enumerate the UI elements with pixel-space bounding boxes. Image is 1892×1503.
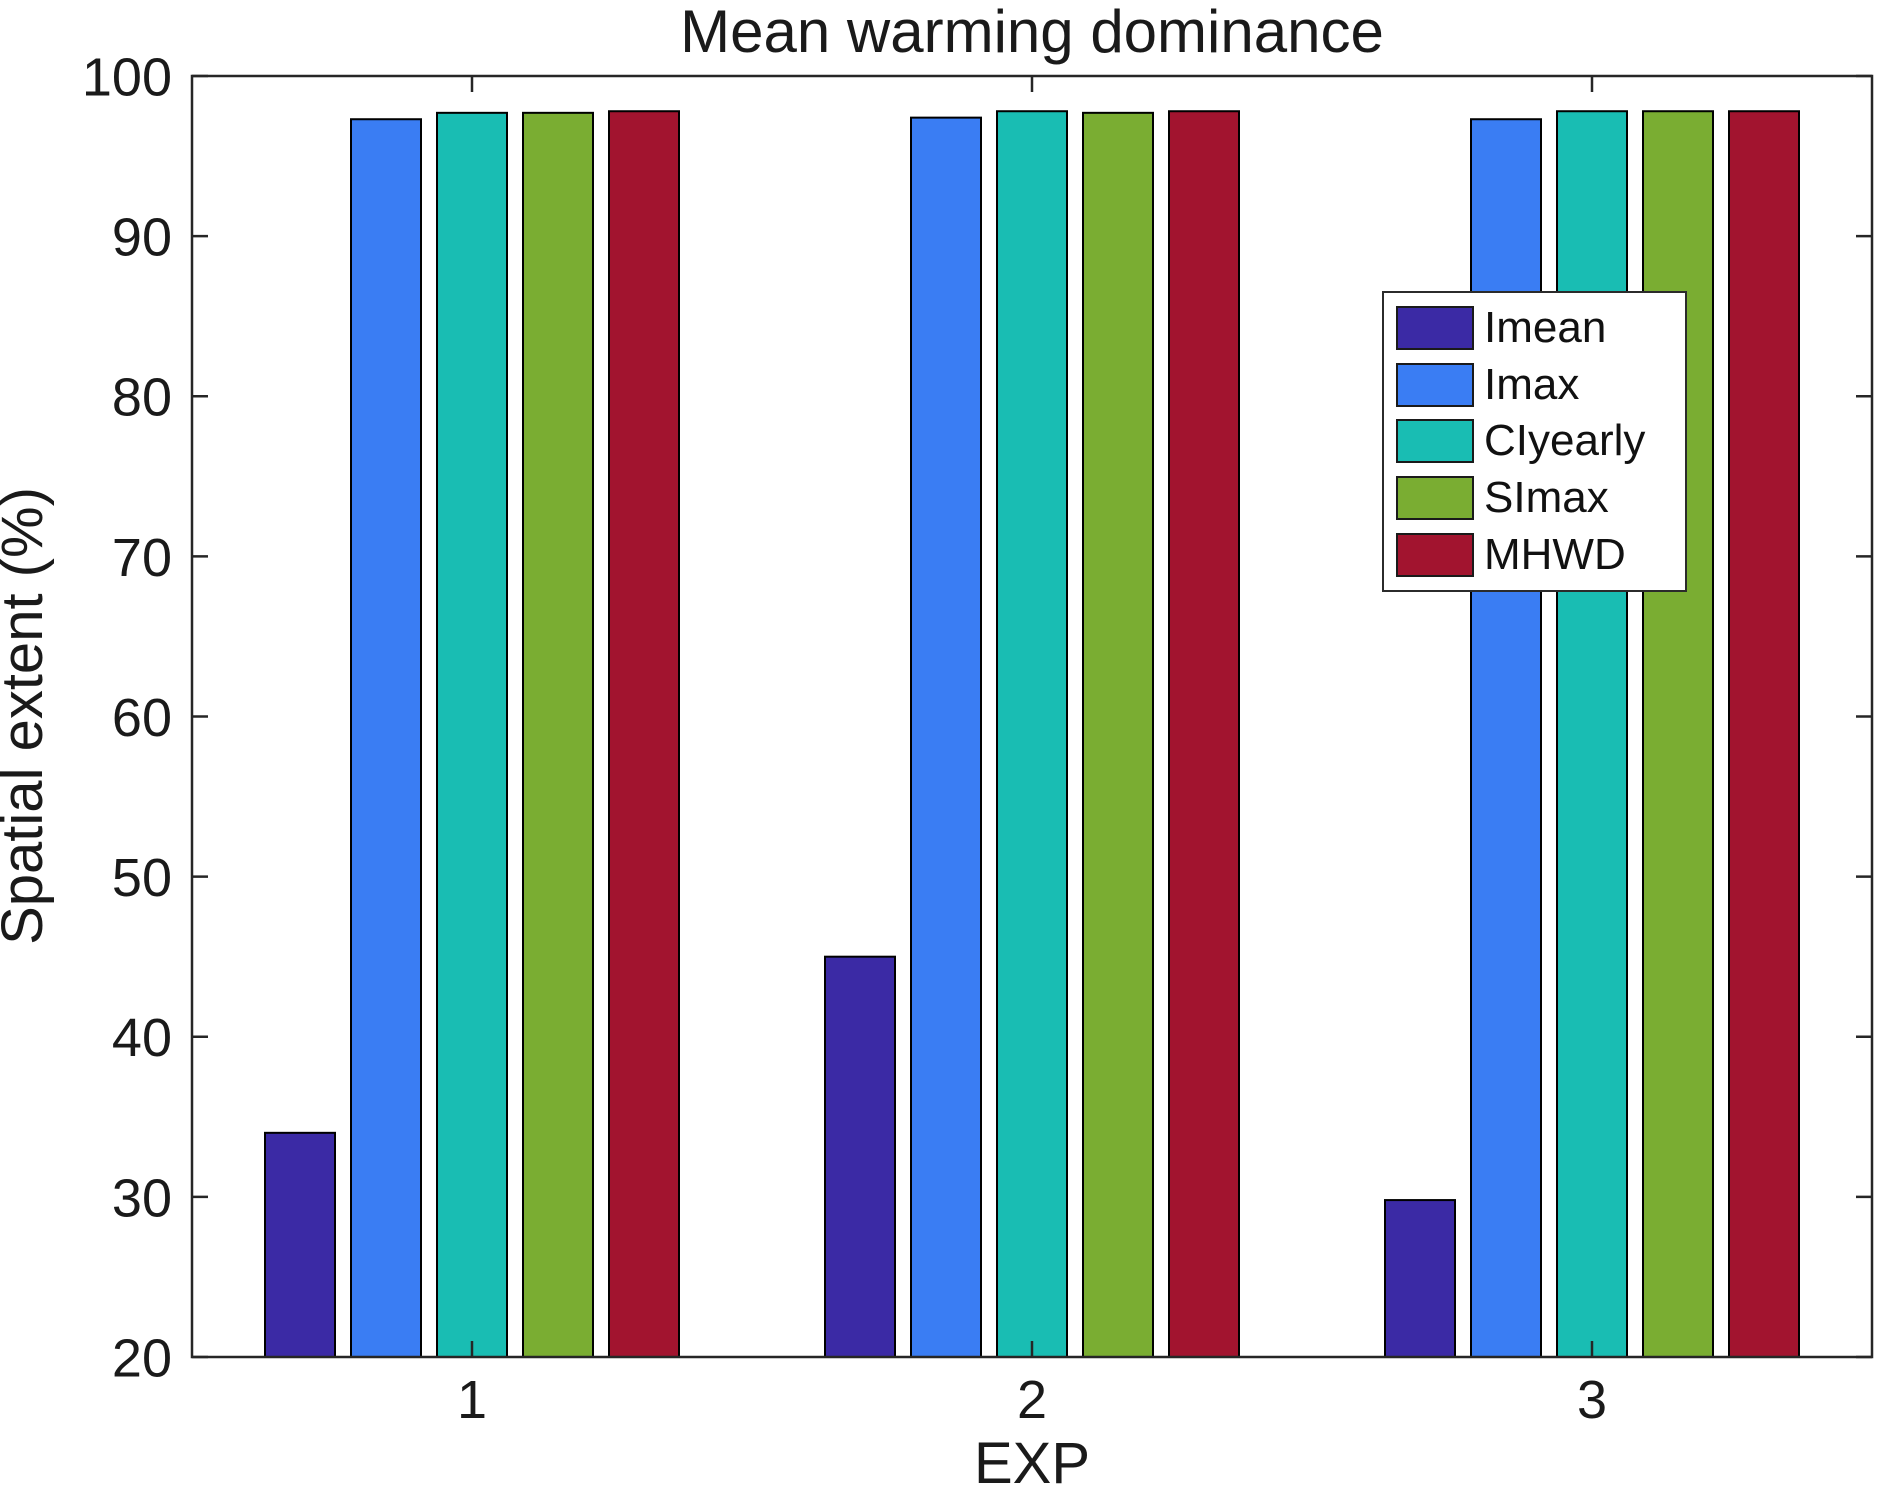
y-tick-label: 50 <box>112 848 172 908</box>
legend-swatch-ciyearly <box>1396 419 1474 464</box>
legend-item-imax: Imax <box>1396 361 1685 409</box>
bar-ciyearly-exp2 <box>996 110 1068 1358</box>
chart-title: Mean warming dominance <box>680 0 1384 65</box>
tick-labels-layer: 20 30 40 50 60 70 80 90 100 1 2 3 <box>82 47 1607 1430</box>
legend-swatch-mhwd <box>1396 533 1474 578</box>
bar-imean-exp1 <box>264 1131 336 1358</box>
y-tick-label: 80 <box>112 368 172 428</box>
legend-label: MHWD <box>1484 530 1626 580</box>
bar-imean-exp3 <box>1384 1199 1456 1359</box>
legend-item-imean: Imean <box>1396 304 1685 352</box>
y-tick-label: 70 <box>112 528 172 588</box>
legend: Imean Imax CIyearly SImax MHWD <box>1382 291 1687 592</box>
legend-label: SImax <box>1484 473 1609 523</box>
bar-imax-exp1 <box>350 118 422 1358</box>
bar-mhwd-exp2 <box>1168 110 1240 1358</box>
bar-mhwd-exp3 <box>1728 110 1800 1358</box>
bar-simax-exp1 <box>522 111 594 1359</box>
plot-frame <box>190 74 1874 1359</box>
y-axis-label: Spatial extent (%) <box>0 487 55 945</box>
y-tick-label: 60 <box>112 688 172 748</box>
legend-label: Imax <box>1484 359 1580 409</box>
legend-label: Imean <box>1484 302 1607 352</box>
axis-ticks-layer <box>192 74 1872 1359</box>
x-tick-label: 3 <box>1577 1370 1607 1430</box>
y-tick-label: 100 <box>82 47 172 107</box>
x-tick-label: 1 <box>457 1370 487 1430</box>
y-tick-label: 20 <box>112 1328 172 1388</box>
bar-imax-exp2 <box>910 116 982 1359</box>
legend-swatch-simax <box>1396 476 1474 521</box>
legend-swatch-imax <box>1396 362 1474 407</box>
bar-mhwd-exp1 <box>608 110 680 1358</box>
x-tick-label: 2 <box>1017 1370 1047 1430</box>
y-tick-label: 40 <box>112 1008 172 1068</box>
y-tick-label: 30 <box>112 1168 172 1228</box>
bar-ciyearly-exp1 <box>436 111 508 1359</box>
bars-layer <box>264 110 1800 1359</box>
bar-simax-exp2 <box>1082 111 1154 1359</box>
legend-item-simax: SImax <box>1396 474 1685 522</box>
legend-item-ciyearly: CIyearly <box>1396 417 1685 465</box>
legend-swatch-imean <box>1396 305 1474 350</box>
bar-imean-exp2 <box>824 955 896 1358</box>
x-axis-label: EXP <box>974 1431 1090 1496</box>
y-tick-label: 90 <box>112 208 172 268</box>
legend-item-mhwd: MHWD <box>1396 531 1685 579</box>
legend-label: CIyearly <box>1484 416 1646 466</box>
